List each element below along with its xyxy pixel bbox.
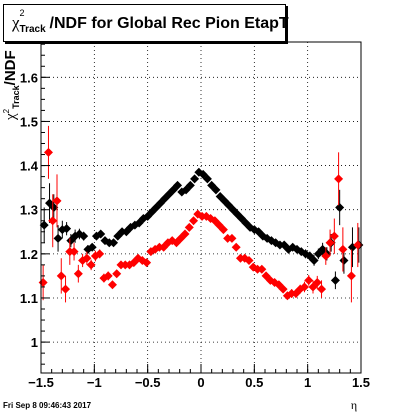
data-point <box>56 271 66 281</box>
data-point <box>112 269 122 279</box>
data-point <box>329 231 339 241</box>
chart-title-superscript: 2 <box>19 7 25 18</box>
data-point <box>227 233 237 243</box>
data-point <box>86 260 96 270</box>
data-point <box>299 282 309 292</box>
data-point <box>334 174 344 184</box>
data-point <box>69 247 79 257</box>
x-tick-label: 1.5 <box>352 375 370 390</box>
data-point <box>61 284 71 294</box>
y-tick-label: 1.2 <box>20 247 38 262</box>
data-point <box>39 220 49 230</box>
y-tick-label: 1.6 <box>20 70 38 85</box>
data-point <box>43 147 53 157</box>
x-tick-label: 1 <box>304 375 311 390</box>
x-tick-label: −1 <box>87 375 102 390</box>
y-axis-label-subscript: Track <box>11 85 21 109</box>
data-point <box>353 240 363 250</box>
data-point <box>52 196 62 206</box>
y-axis-label-superscript: 2 <box>2 108 11 114</box>
x-tick-label: 0.5 <box>245 375 263 390</box>
y-tick-label: 1 <box>31 335 38 350</box>
y-tick-label: 1.3 <box>20 203 38 218</box>
chart-title: χ 2 Track/NDF for Global Rec Pion EtapT <box>12 8 289 35</box>
data-point <box>184 222 194 232</box>
data-point <box>244 255 254 265</box>
data-point <box>38 278 48 288</box>
data-point <box>325 238 335 248</box>
data-point <box>339 255 349 265</box>
chart-title-text: /NDF for Global Rec Pion EtapT <box>49 15 289 32</box>
data-point <box>180 229 190 239</box>
data-point <box>79 231 89 241</box>
data-point <box>82 253 92 263</box>
x-axis-label: η <box>351 398 357 412</box>
data-point <box>309 255 319 265</box>
data-point <box>211 185 221 195</box>
data-point <box>330 275 340 285</box>
data-point <box>96 229 106 239</box>
data-point <box>338 244 348 254</box>
data-point <box>346 271 356 281</box>
data-series <box>38 125 363 303</box>
data-point <box>218 225 228 235</box>
data-point <box>103 271 113 281</box>
data-point <box>317 284 327 294</box>
data-point <box>78 255 88 265</box>
x-tick-label: −0.5 <box>135 375 161 390</box>
grid-layer <box>41 42 361 373</box>
chart-title-subscript: Track <box>19 23 46 35</box>
chart-title-scripts: 2 Track <box>19 8 50 35</box>
data-point <box>53 233 63 243</box>
data-point <box>49 203 59 212</box>
data-point <box>304 275 314 285</box>
data-point <box>109 238 119 248</box>
data-point <box>202 174 212 184</box>
data-point <box>278 284 288 294</box>
x-tick-label: 0 <box>197 375 204 390</box>
chart-title-box: χ 2 Track/NDF for Global Rec Pion EtapT <box>3 4 289 42</box>
data-point <box>107 280 117 290</box>
data-point <box>190 174 200 184</box>
data-point <box>231 242 241 252</box>
data-point <box>48 216 58 226</box>
y-axis-label: χ2Track/NDF <box>2 50 21 120</box>
timestamp-footer: Fri Sep 8 09:46:43 2017 <box>3 401 92 410</box>
data-point <box>142 258 152 268</box>
y-axis-label-symbol: χ <box>3 113 19 120</box>
data-point <box>189 216 199 226</box>
data-point <box>57 225 67 235</box>
data-point <box>249 225 259 235</box>
x-tick-label: −1.5 <box>28 375 54 390</box>
plot-frame <box>40 41 362 374</box>
y-axis-label-text: /NDF <box>2 50 19 86</box>
data-point <box>73 269 83 279</box>
y-tick-label: 1.1 <box>20 291 38 306</box>
data-point <box>257 264 267 274</box>
axis-layer: −1.5 −1 −0.5 0 0.5 1 1.5 1 1.1 1.2 1.3 1.4 1.5 1.6 η <box>20 43 370 412</box>
y-tick-label: 1.4 <box>20 159 39 174</box>
series-layer <box>38 125 364 303</box>
data-point <box>173 180 183 190</box>
data-series <box>39 167 364 290</box>
chart-title-symbol: χ <box>12 13 20 32</box>
data-point <box>335 203 345 212</box>
y-tick-label: 1.5 <box>20 114 38 129</box>
data-point <box>95 249 105 259</box>
data-point <box>87 242 97 252</box>
data-point <box>312 278 322 288</box>
data-point <box>321 251 331 261</box>
data-point <box>185 180 195 190</box>
data-point <box>62 224 72 234</box>
